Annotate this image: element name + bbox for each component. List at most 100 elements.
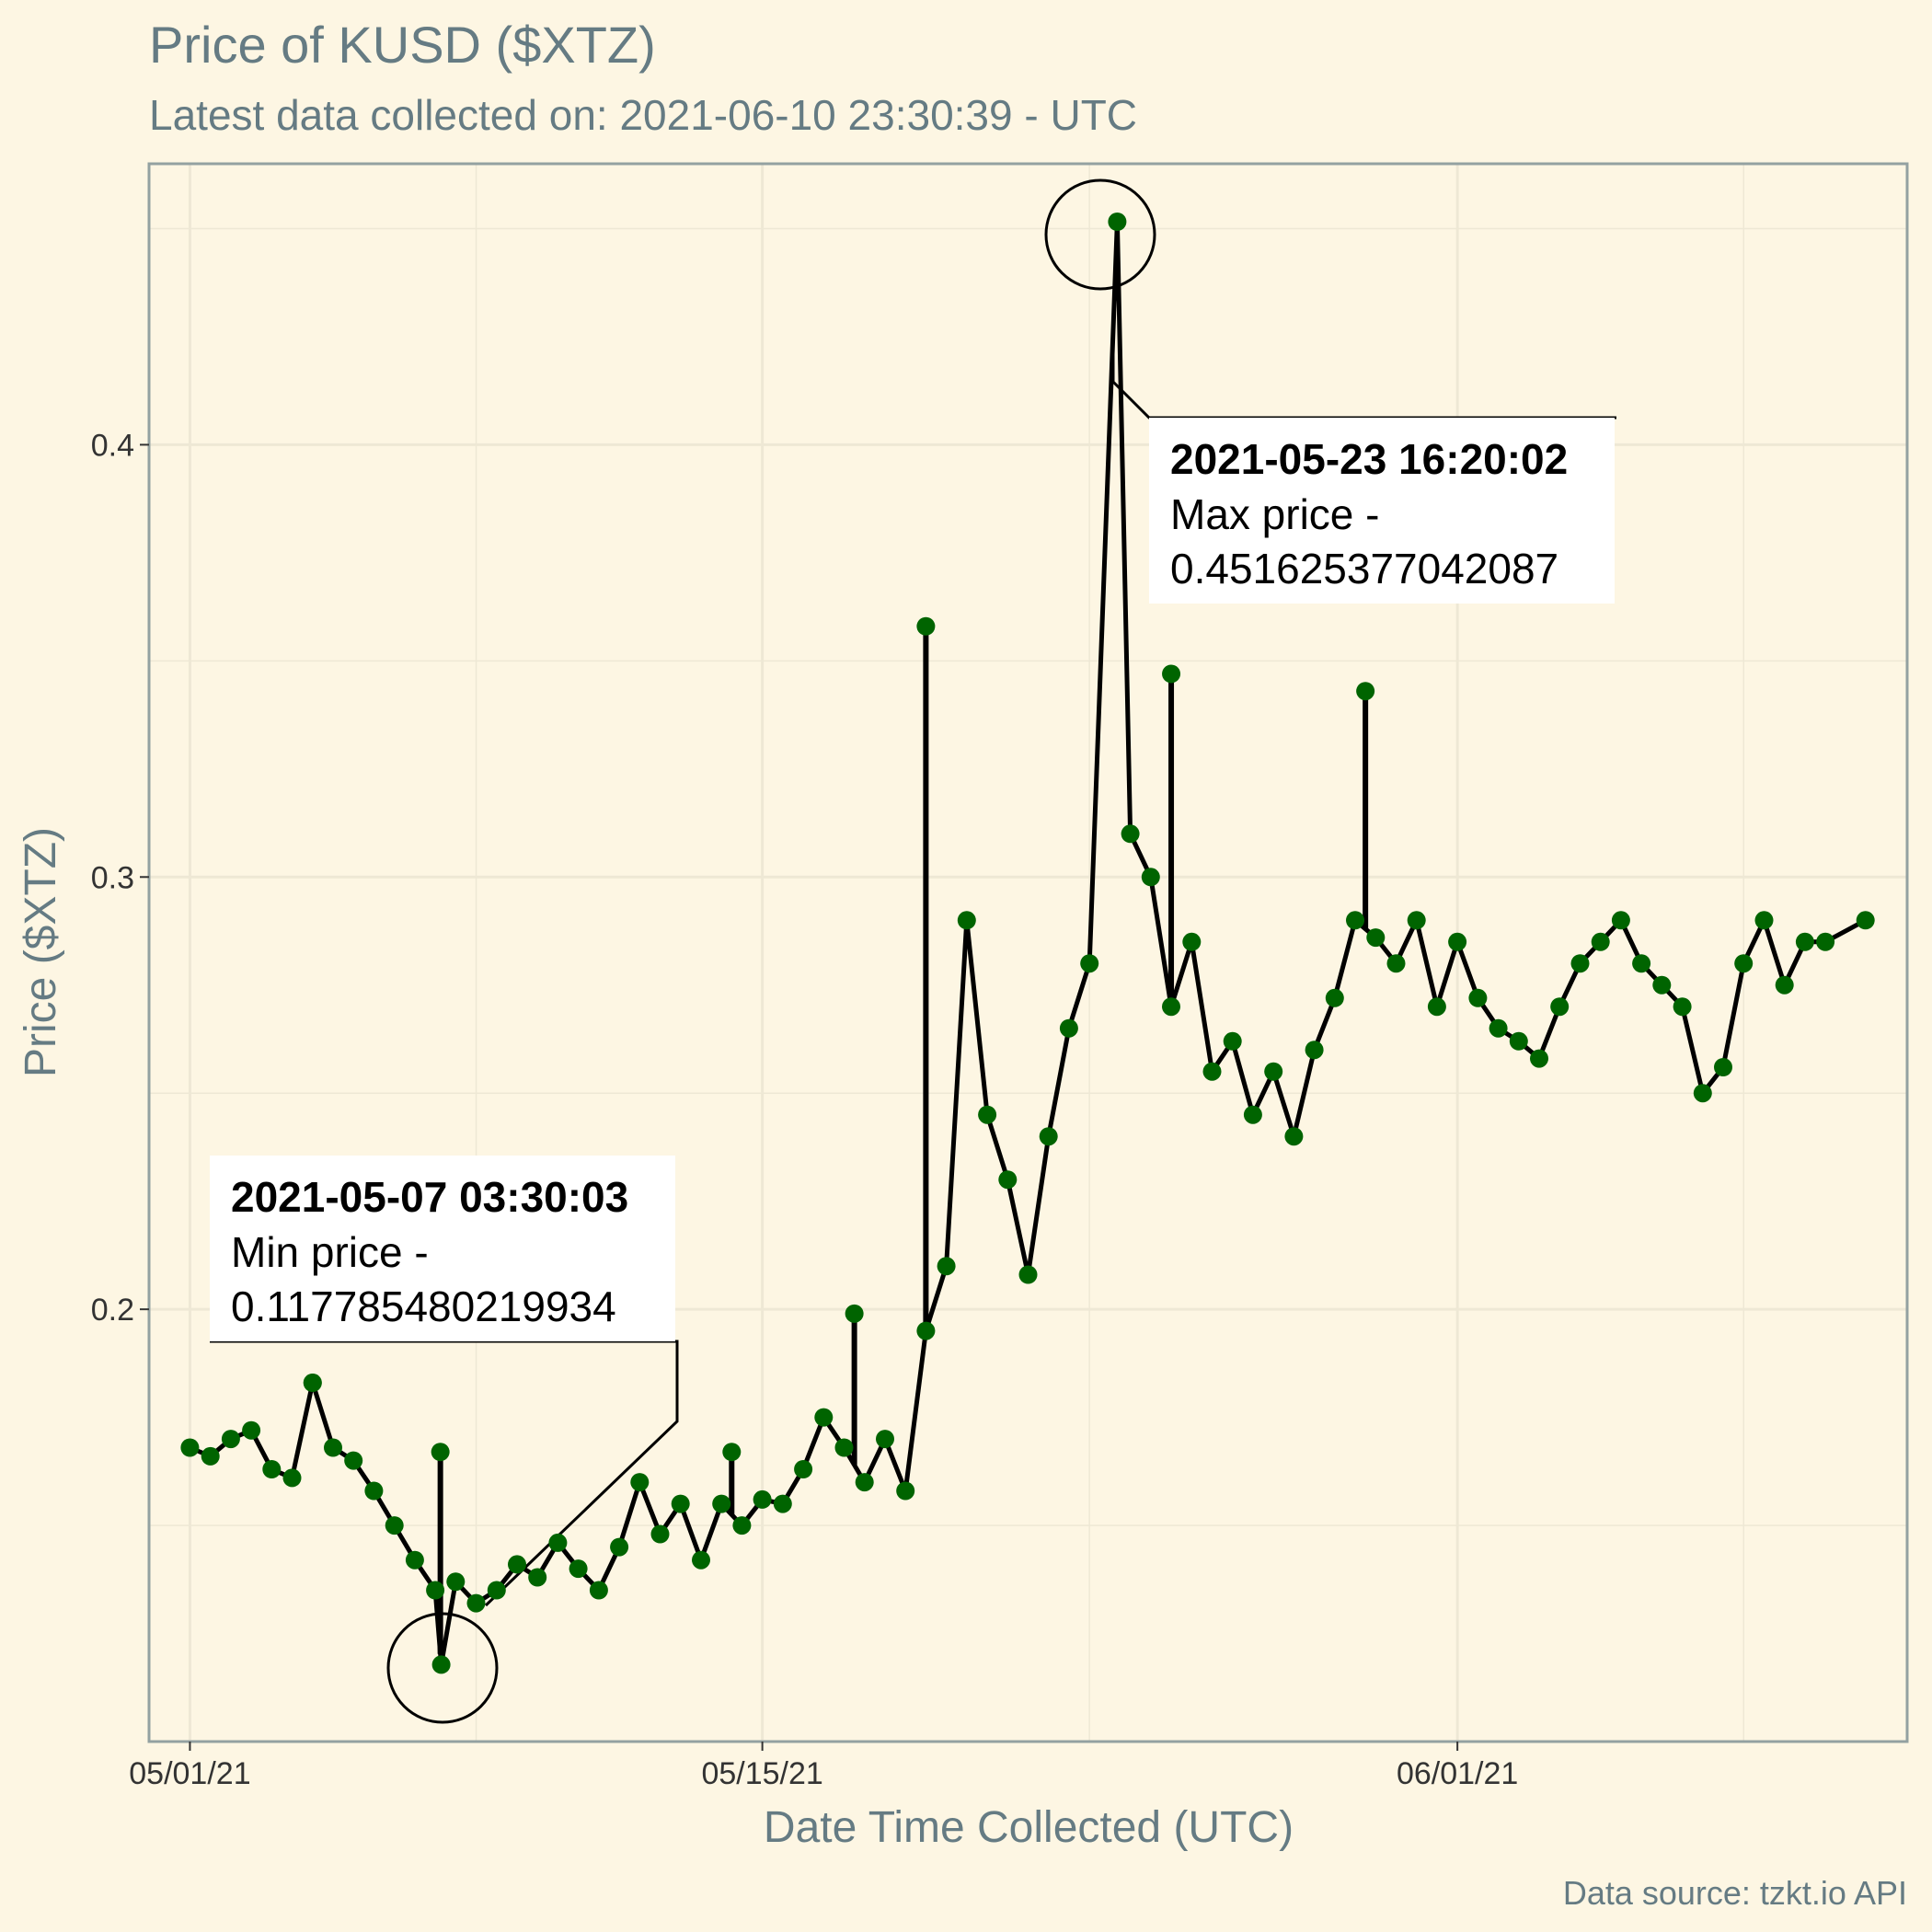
price-point [1714,1058,1732,1076]
x-tick-label: 06/01/21 [1397,1756,1518,1791]
spike-point [1162,664,1181,684]
point-layer [180,213,1875,1674]
panel-border [147,162,1909,1743]
price-point [1162,997,1180,1017]
price-point [1734,954,1754,973]
min-value: 0.117785480219934 [231,1282,616,1330]
price-point [548,1533,568,1552]
max-timestamp: 2021-05-23 16:20:02 [1170,435,1568,483]
price-point [569,1559,588,1579]
price-point [180,1438,200,1457]
max-label-box [1149,418,1615,604]
price-point [1570,954,1590,973]
price-point [732,1516,752,1535]
spike-point [722,1443,742,1462]
price-point [405,1550,424,1570]
price-point [610,1537,629,1557]
price-point [1591,932,1610,951]
price-point [855,1473,874,1492]
price-point [794,1460,813,1478]
grid-major [149,164,1907,1742]
price-point [650,1524,670,1544]
spike-layer [303,616,1375,1654]
y-axis: 0.2 0.3 0.4 [91,428,149,1328]
price-point [1108,213,1127,231]
price-point [1018,1265,1038,1284]
price-point [508,1555,526,1574]
price-point [937,1257,956,1276]
price-point [1693,1084,1712,1103]
price-point [1775,975,1794,995]
price-point [431,1655,451,1674]
price-point [1468,988,1488,1007]
price-point [1611,911,1630,930]
price-point [630,1473,650,1492]
x-axis-title: Date Time Collected (UTC) [764,1803,1294,1852]
x-tick-label: 05/15/21 [701,1756,822,1791]
min-price-circle [386,1612,499,1724]
price-point [1530,1049,1548,1068]
price-point [282,1468,302,1488]
price-point [1080,954,1099,973]
price-point [1427,997,1446,1017]
max-price-circle [1044,178,1156,291]
price-point [1182,932,1202,951]
y-tick-label: 0.3 [91,860,134,895]
price-point [916,1321,936,1340]
price-point [1121,824,1140,844]
price-point [528,1568,547,1587]
price-point [1284,1127,1304,1146]
y-tick-label: 0.4 [91,428,134,463]
price-point [1264,1062,1283,1081]
chart-title: Price of KUSD ($XTZ) [149,16,656,74]
price-point [446,1572,466,1592]
price-point [1346,911,1364,930]
price-point [385,1516,404,1535]
price-point [262,1460,282,1478]
price-point [753,1489,772,1509]
price-point [1407,911,1426,930]
price-point [978,1105,997,1124]
price-point [324,1438,342,1457]
price-point [487,1581,506,1600]
data-source-caption: Data source: tzkt.io API [1563,1874,1907,1912]
price-point [1632,954,1651,973]
price-point [834,1438,854,1457]
spike-point [1356,682,1375,701]
price-point [1141,868,1160,887]
price-point [1795,932,1814,951]
min-label: Min price - [231,1228,429,1276]
price-point [896,1481,915,1501]
price-point [344,1451,363,1470]
price-point [998,1170,1018,1190]
price-point [589,1581,608,1600]
max-label: Max price - [1170,490,1379,538]
price-point [1386,954,1406,973]
price-point [1673,997,1692,1017]
price-point [1039,1127,1058,1146]
price-point [1509,1031,1528,1051]
price-point [1754,911,1774,930]
chart-subtitle: Latest data collected on: 2021-06-10 23:… [149,91,1137,139]
spike-point [916,616,936,636]
price-point [242,1420,261,1440]
price-point [1550,997,1570,1017]
price-point [1202,1062,1222,1081]
price-point [814,1408,834,1427]
min-label-box [210,1156,675,1341]
max-value: 0.451625377042087 [1170,545,1558,592]
price-point [1816,932,1835,951]
price-point [1059,1018,1078,1038]
price-point [1366,928,1386,948]
price-point [671,1494,690,1513]
x-axis: 05/01/21 05/15/21 06/01/21 [129,1742,1518,1791]
spike-point [431,1443,450,1462]
price-point [1325,988,1344,1007]
price-point [1243,1105,1262,1124]
max-leader-line [1111,318,1616,420]
price-point [692,1550,710,1570]
price-point [426,1581,445,1600]
price-point [1489,1018,1508,1038]
x-tick-label: 05/01/21 [129,1756,250,1791]
